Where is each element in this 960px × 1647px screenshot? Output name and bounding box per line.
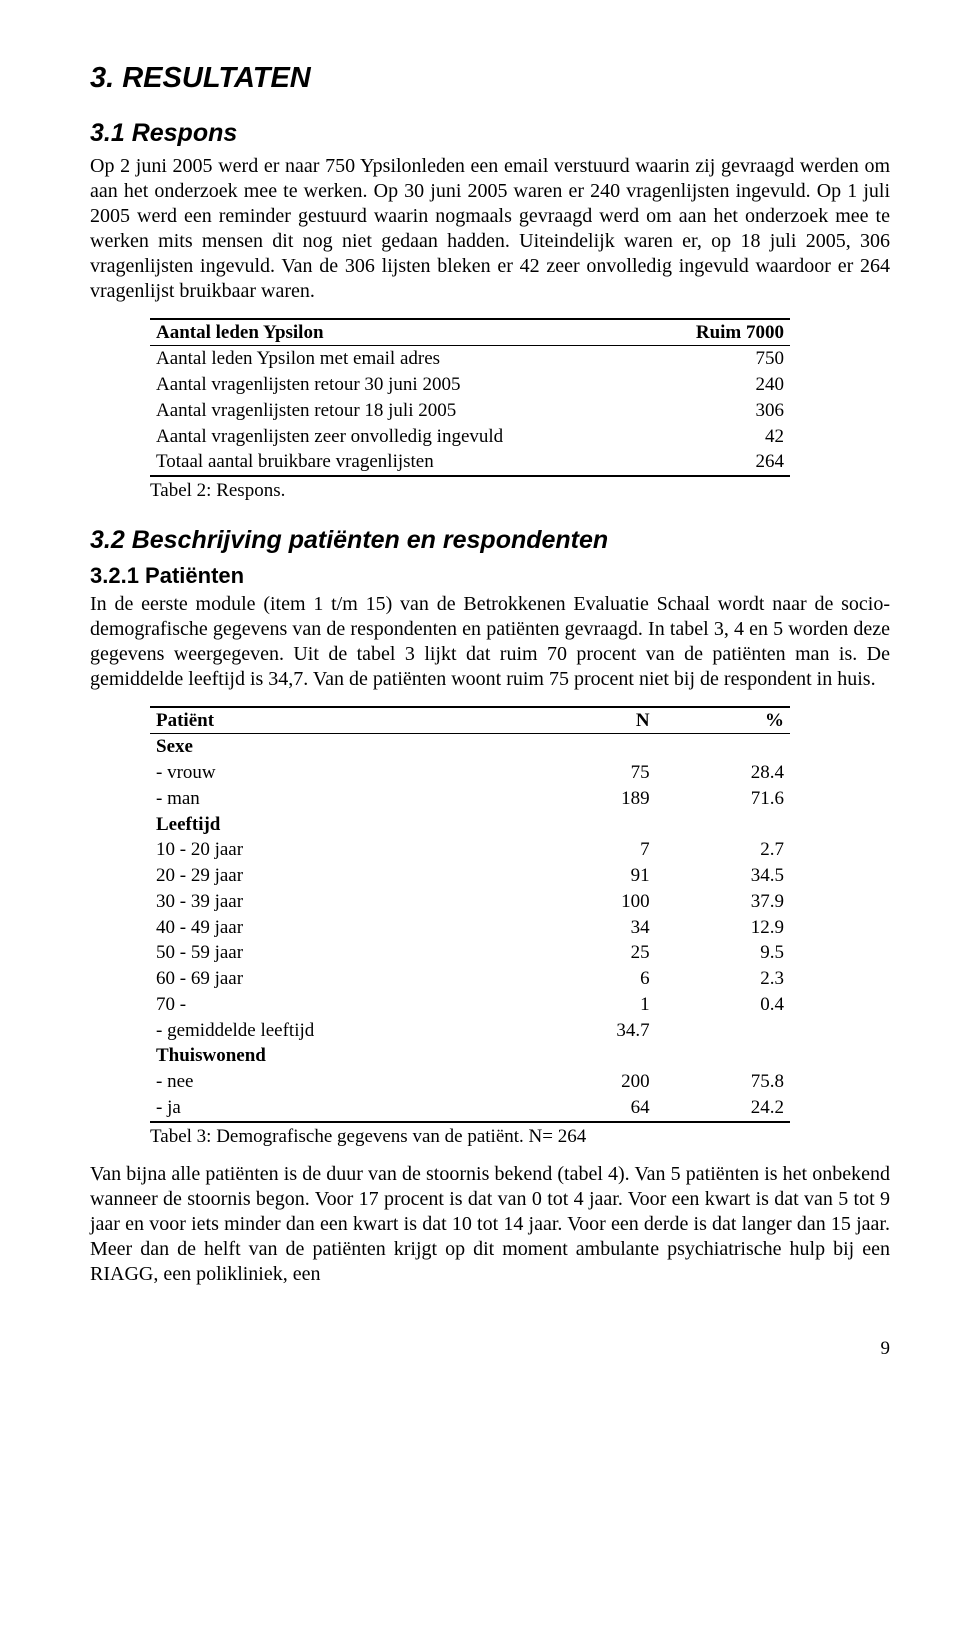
- subsection-respons-heading: 3.1 Respons: [90, 118, 890, 149]
- table3-header-pct: %: [656, 707, 790, 734]
- table3-row-pct: 9.5: [656, 940, 790, 966]
- table3-row-label: 20 - 29 jaar: [150, 863, 521, 889]
- table3-row-label: - man: [150, 786, 521, 812]
- table2-row-label: Totaal aantal bruikbare vragenlijsten: [150, 449, 650, 476]
- table3-row-label: 60 - 69 jaar: [150, 966, 521, 992]
- table3-row-n: 200: [521, 1069, 655, 1095]
- table3-row-n: 6: [521, 966, 655, 992]
- table2-row-value: 306: [650, 398, 790, 424]
- table3-row-n: 34.7: [521, 1018, 655, 1044]
- table3: Patiënt N % Sexe - vrouw 75 28.4 - man 1…: [150, 706, 790, 1123]
- table3-row-pct: 28.4: [656, 760, 790, 786]
- table2: Aantal leden Ypsilon Ruim 7000 Aantal le…: [150, 318, 790, 478]
- table3-row-pct: 24.2: [656, 1095, 790, 1122]
- subsection-beschrijving-heading: 3.2 Beschrijving patiënten en respondent…: [90, 525, 890, 556]
- table3-row-n: 189: [521, 786, 655, 812]
- page-number: 9: [90, 1337, 890, 1361]
- table3-row-label: - gemiddelde leeftijd: [150, 1018, 521, 1044]
- table2-header-right: Ruim 7000: [650, 319, 790, 346]
- table3-row-pct: 75.8: [656, 1069, 790, 1095]
- table3-caption: Tabel 3: Demografische gegevens van de p…: [150, 1125, 790, 1149]
- table3-row-label: 70 -: [150, 992, 521, 1018]
- table3-row-n: 100: [521, 889, 655, 915]
- table2-row-value: 264: [650, 449, 790, 476]
- table3-row-label: - nee: [150, 1069, 521, 1095]
- table3-row-pct: 34.5: [656, 863, 790, 889]
- subsubsection-patienten-heading: 3.2.1 Patiënten: [90, 562, 890, 590]
- table2-header-left: Aantal leden Ypsilon: [150, 319, 650, 346]
- table3-row-label: 50 - 59 jaar: [150, 940, 521, 966]
- table3-row-pct: 0.4: [656, 992, 790, 1018]
- table2-row-label: Aantal vragenlijsten retour 18 juli 2005: [150, 398, 650, 424]
- table3-row-n: 64: [521, 1095, 655, 1122]
- tail-paragraph: Van bijna alle patiënten is de duur van …: [90, 1162, 890, 1287]
- table3-header-patient: Patiënt: [150, 707, 521, 734]
- table3-row-pct: [656, 1018, 790, 1044]
- table3-row-label: 30 - 39 jaar: [150, 889, 521, 915]
- table2-block: Aantal leden Ypsilon Ruim 7000 Aantal le…: [150, 318, 790, 503]
- table3-row-pct: 37.9: [656, 889, 790, 915]
- table3-row-n: 7: [521, 837, 655, 863]
- section-heading: 3. RESULTATEN: [90, 60, 890, 96]
- table3-header-n: N: [521, 707, 655, 734]
- table3-block: Patiënt N % Sexe - vrouw 75 28.4 - man 1…: [150, 706, 790, 1149]
- table3-row-label: - ja: [150, 1095, 521, 1122]
- table2-row-label: Aantal leden Ypsilon met email adres: [150, 346, 650, 372]
- respons-paragraph: Op 2 juni 2005 werd er naar 750 Ypsilonl…: [90, 154, 890, 304]
- table3-row-n: 34: [521, 915, 655, 941]
- table3-row-n: 25: [521, 940, 655, 966]
- table3-row-pct: 2.3: [656, 966, 790, 992]
- table2-row-label: Aantal vragenlijsten zeer onvolledig ing…: [150, 424, 650, 450]
- table3-row-n: 91: [521, 863, 655, 889]
- table2-row-value: 42: [650, 424, 790, 450]
- table3-row-label: 40 - 49 jaar: [150, 915, 521, 941]
- table2-row-label: Aantal vragenlijsten retour 30 juni 2005: [150, 372, 650, 398]
- table3-row-label: 10 - 20 jaar: [150, 837, 521, 863]
- table3-row-pct: 2.7: [656, 837, 790, 863]
- table2-caption: Tabel 2: Respons.: [150, 479, 790, 503]
- table3-row-label: - vrouw: [150, 760, 521, 786]
- table3-row-n: 75: [521, 760, 655, 786]
- table3-row-pct: 12.9: [656, 915, 790, 941]
- table3-group-leeftijd: Leeftijd: [150, 812, 521, 838]
- beschrijving-paragraph: In de eerste module (item 1 t/m 15) van …: [90, 592, 890, 692]
- table3-group-sexe: Sexe: [150, 734, 521, 760]
- table3-row-n: 1: [521, 992, 655, 1018]
- table2-row-value: 240: [650, 372, 790, 398]
- table3-row-pct: 71.6: [656, 786, 790, 812]
- table3-group-thuis: Thuiswonend: [150, 1043, 521, 1069]
- table2-row-value: 750: [650, 346, 790, 372]
